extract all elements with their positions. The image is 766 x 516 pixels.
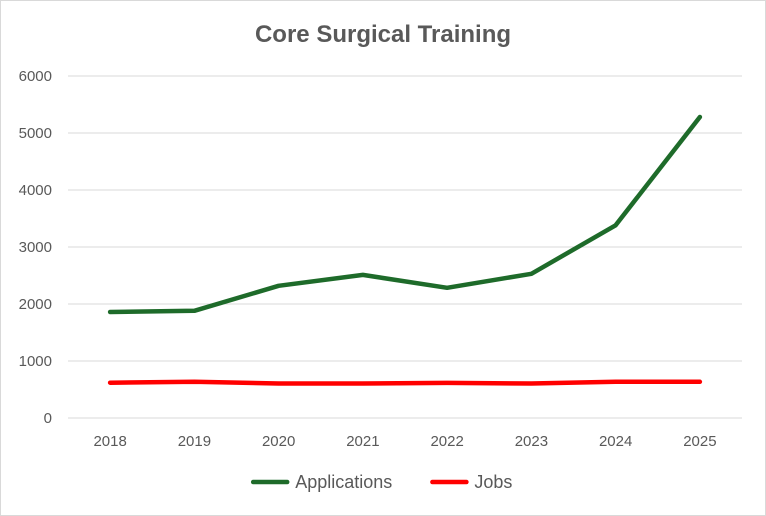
series-line-applications: [107, 114, 703, 315]
legend[interactable]: Applications Jobs: [250, 472, 512, 492]
y-tick-label: 6000: [19, 68, 52, 85]
x-tick-label: 2025: [683, 433, 716, 450]
series-lines: [107, 114, 703, 386]
x-tick-label: 2024: [599, 433, 632, 450]
chart-title: Core Surgical Training: [255, 21, 511, 48]
legend-item-jobs[interactable]: Jobs: [430, 472, 512, 492]
y-axis: 0 1000 2000 3000 4000 5000 6000: [19, 68, 52, 427]
x-tick-label: 2019: [178, 433, 211, 450]
x-tick-label: 2020: [262, 433, 295, 450]
legend-label-applications: Applications: [295, 472, 392, 492]
y-tick-label: 5000: [19, 125, 52, 142]
gridlines: [68, 75, 742, 419]
y-tick-label: 4000: [19, 182, 52, 199]
y-tick-label: 0: [44, 410, 52, 427]
x-tick-label: 2022: [430, 433, 463, 450]
y-tick-label: 1000: [19, 353, 52, 370]
legend-label-jobs: Jobs: [474, 472, 512, 492]
x-axis: 2018 2019 2020 2021 2022 2023 2024 2025: [93, 433, 716, 450]
y-tick-label: 3000: [19, 239, 52, 256]
x-tick-label: 2023: [515, 433, 548, 450]
y-tick-label: 2000: [19, 296, 52, 313]
legend-item-applications[interactable]: Applications: [250, 472, 392, 492]
series-line-jobs: [107, 379, 703, 386]
x-tick-label: 2018: [93, 433, 126, 450]
x-tick-label: 2021: [346, 433, 379, 450]
